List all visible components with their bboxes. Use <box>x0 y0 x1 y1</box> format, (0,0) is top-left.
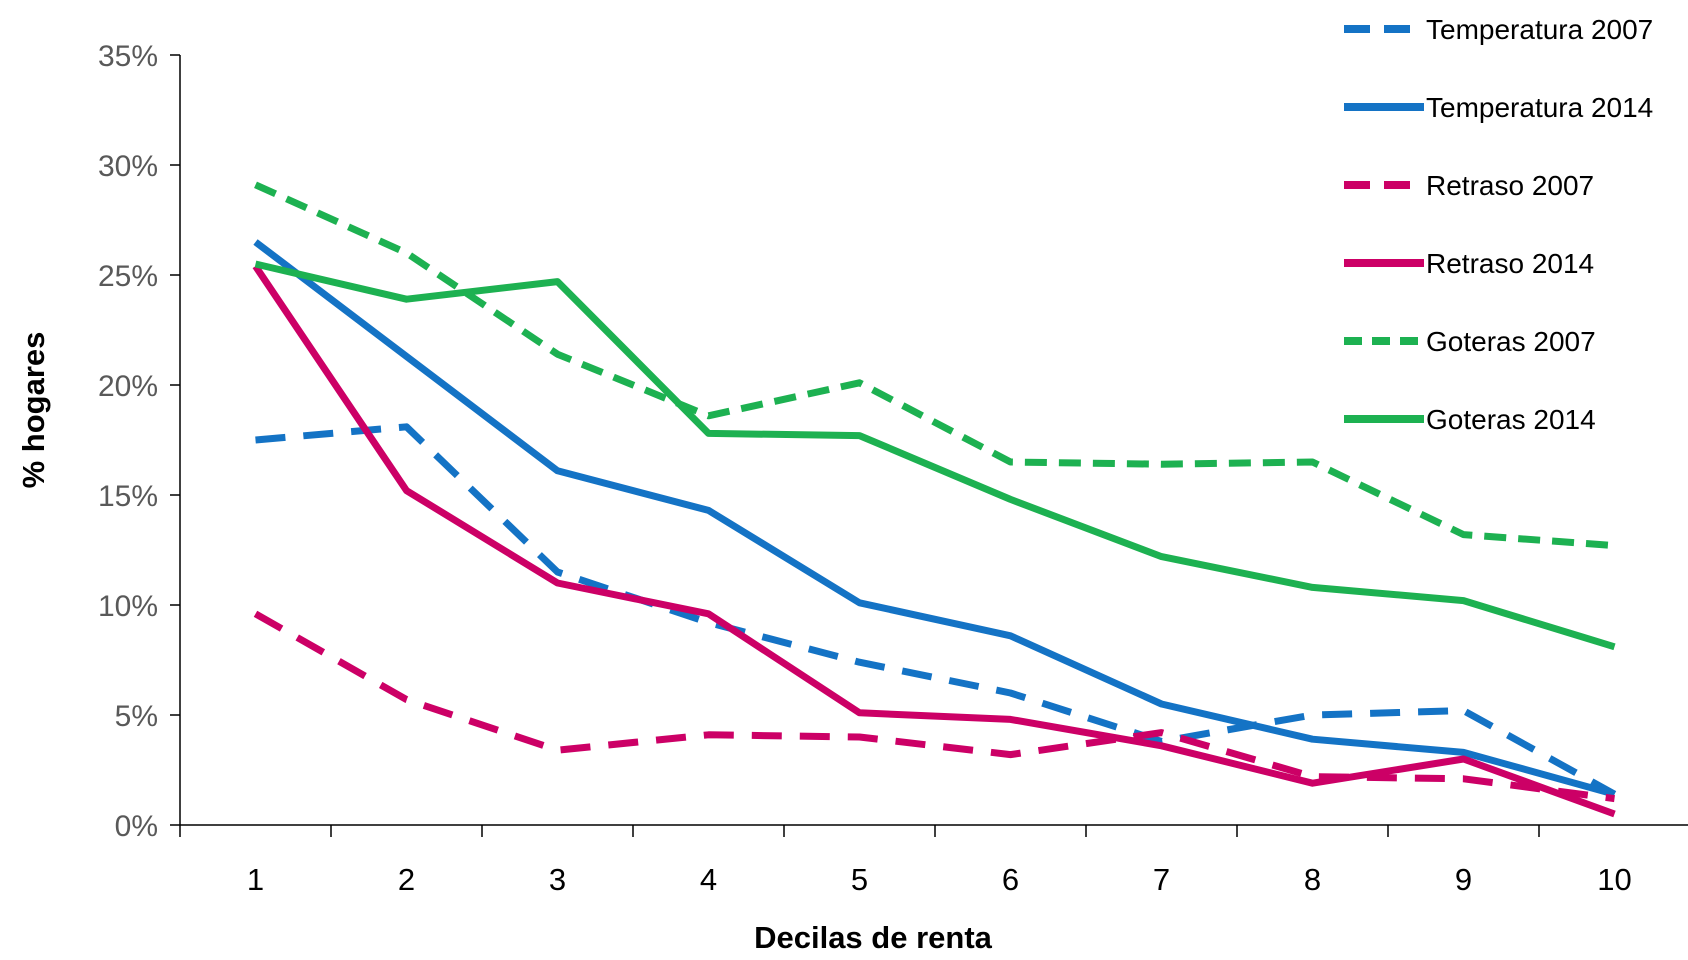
y-axis-title: % hogares <box>16 332 51 489</box>
legend-item: Temperatura 2014 <box>1344 92 1653 123</box>
y-tick-label: 25% <box>98 260 158 293</box>
x-axis-title: Decilas de renta <box>754 920 993 955</box>
legend-label: Retraso 2014 <box>1426 248 1594 279</box>
legend-label: Temperatura 2007 <box>1426 14 1653 45</box>
x-tick-label: 7 <box>1153 862 1170 897</box>
x-tick-label: 3 <box>549 862 566 897</box>
series-line-temperatura-2007 <box>255 423 1617 798</box>
legend-label: Goteras 2007 <box>1426 326 1596 357</box>
legend-item: Goteras 2007 <box>1344 326 1596 357</box>
series-line-retraso-2014 <box>252 264 1616 818</box>
series-line-retraso-2007 <box>253 610 1615 803</box>
y-tick-label: 15% <box>98 480 158 513</box>
axes: 0% 5% 10% 15% 20% 25% 30% 35% 1 2 3 4 5 6 7 8 9 10 <box>98 40 1688 897</box>
y-tick-label: 0% <box>115 810 158 843</box>
y-tick-label: 20% <box>98 370 158 403</box>
x-tick-label: 1 <box>247 862 264 897</box>
legend-item: Temperatura 2007 <box>1344 14 1653 45</box>
x-tick-label: 9 <box>1455 862 1472 897</box>
y-tick-label: 35% <box>98 40 158 73</box>
legend-item: Goteras 2014 <box>1344 404 1596 435</box>
legend-label: Retraso 2007 <box>1426 170 1594 201</box>
legend-label: Temperatura 2014 <box>1426 92 1653 123</box>
x-tick-label: 6 <box>1002 862 1019 897</box>
legend-item: Retraso 2007 <box>1344 170 1594 201</box>
x-tick-label: 10 <box>1597 862 1631 897</box>
series-line-temperatura-2014 <box>253 239 1616 798</box>
plot-area <box>252 181 1617 818</box>
y-tick-label: 10% <box>98 590 158 623</box>
x-tick-label: 8 <box>1304 862 1321 897</box>
x-tick-label: 2 <box>398 862 415 897</box>
series-line-goteras-2014 <box>254 260 1616 651</box>
legend: Temperatura 2007 Temperatura 2014 Retraso … <box>1344 14 1653 435</box>
series-line-goteras-2007 <box>254 181 1615 550</box>
legend-item: Retraso 2014 <box>1344 248 1594 279</box>
y-tick-label: 5% <box>115 700 158 733</box>
x-tick-label: 5 <box>851 862 868 897</box>
legend-label: Goteras 2014 <box>1426 404 1596 435</box>
x-tick-label: 4 <box>700 862 717 897</box>
y-tick-label: 30% <box>98 150 158 183</box>
